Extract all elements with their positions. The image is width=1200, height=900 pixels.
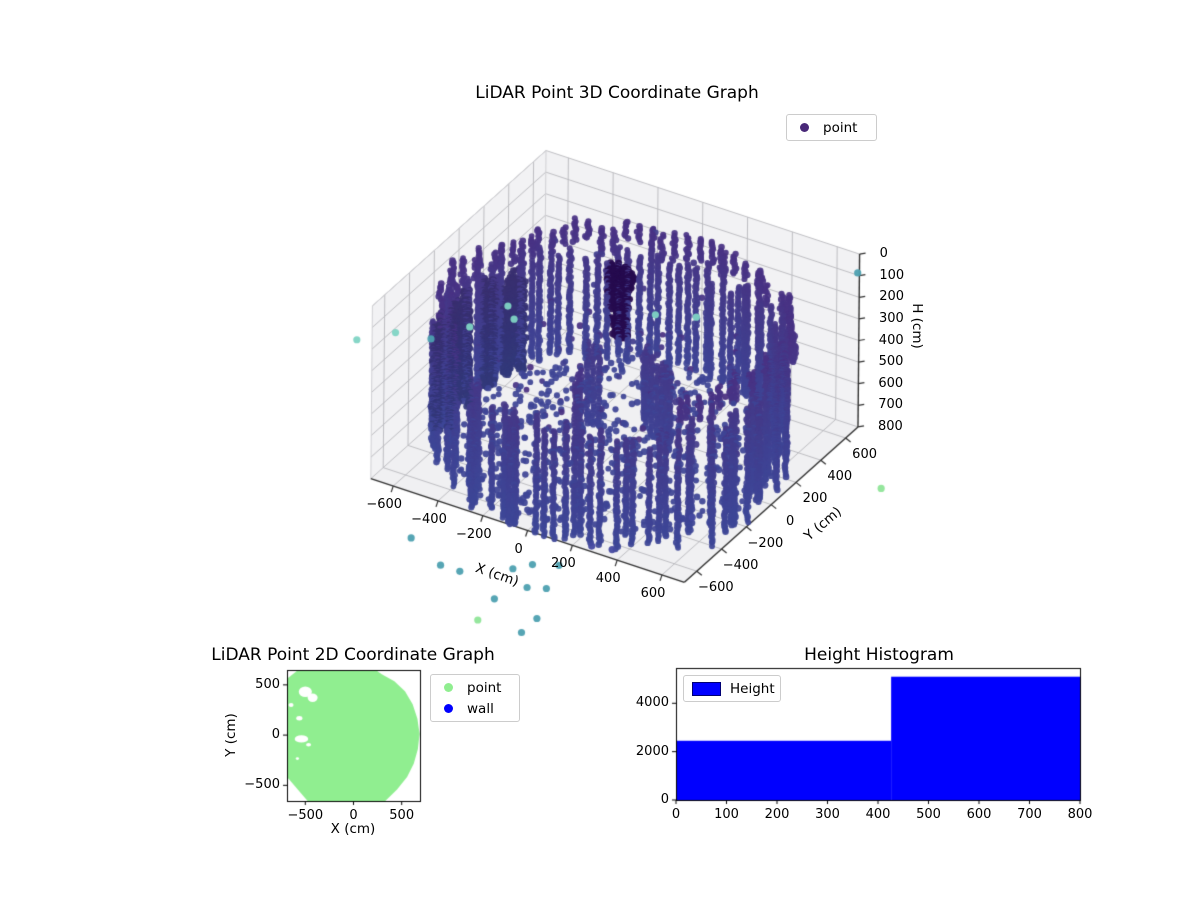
plot2d-legend: point wall [430,674,520,722]
legend-item-point3d: point [787,117,876,138]
wall-marker-icon [444,704,453,713]
legend-label: point [467,679,502,696]
point-marker-icon [444,683,453,692]
point-marker-icon [800,123,809,132]
plot2d-y-axis-label: Y (cm) [223,713,239,757]
legend-label: wall [467,700,494,717]
legend-label: point [823,119,858,136]
legend-item-point2d: point [431,677,519,698]
legend-item-wall2d: wall [431,698,519,719]
legend-label: Height [730,680,775,697]
plot3d-title: LiDAR Point 3D Coordinate Graph [475,83,759,103]
plot3d-legend: point [786,114,877,141]
plot2d-x-axis-label: X (cm) [330,821,376,837]
legend-item-height: Height [684,678,780,699]
histogram-title: Height Histogram [804,645,954,665]
plot3d-h-axis-label: H (cm) [909,303,925,349]
height-swatch-icon [692,681,721,696]
plot2d-title: LiDAR Point 2D Coordinate Graph [211,645,495,665]
histogram-legend: Height [683,675,781,702]
